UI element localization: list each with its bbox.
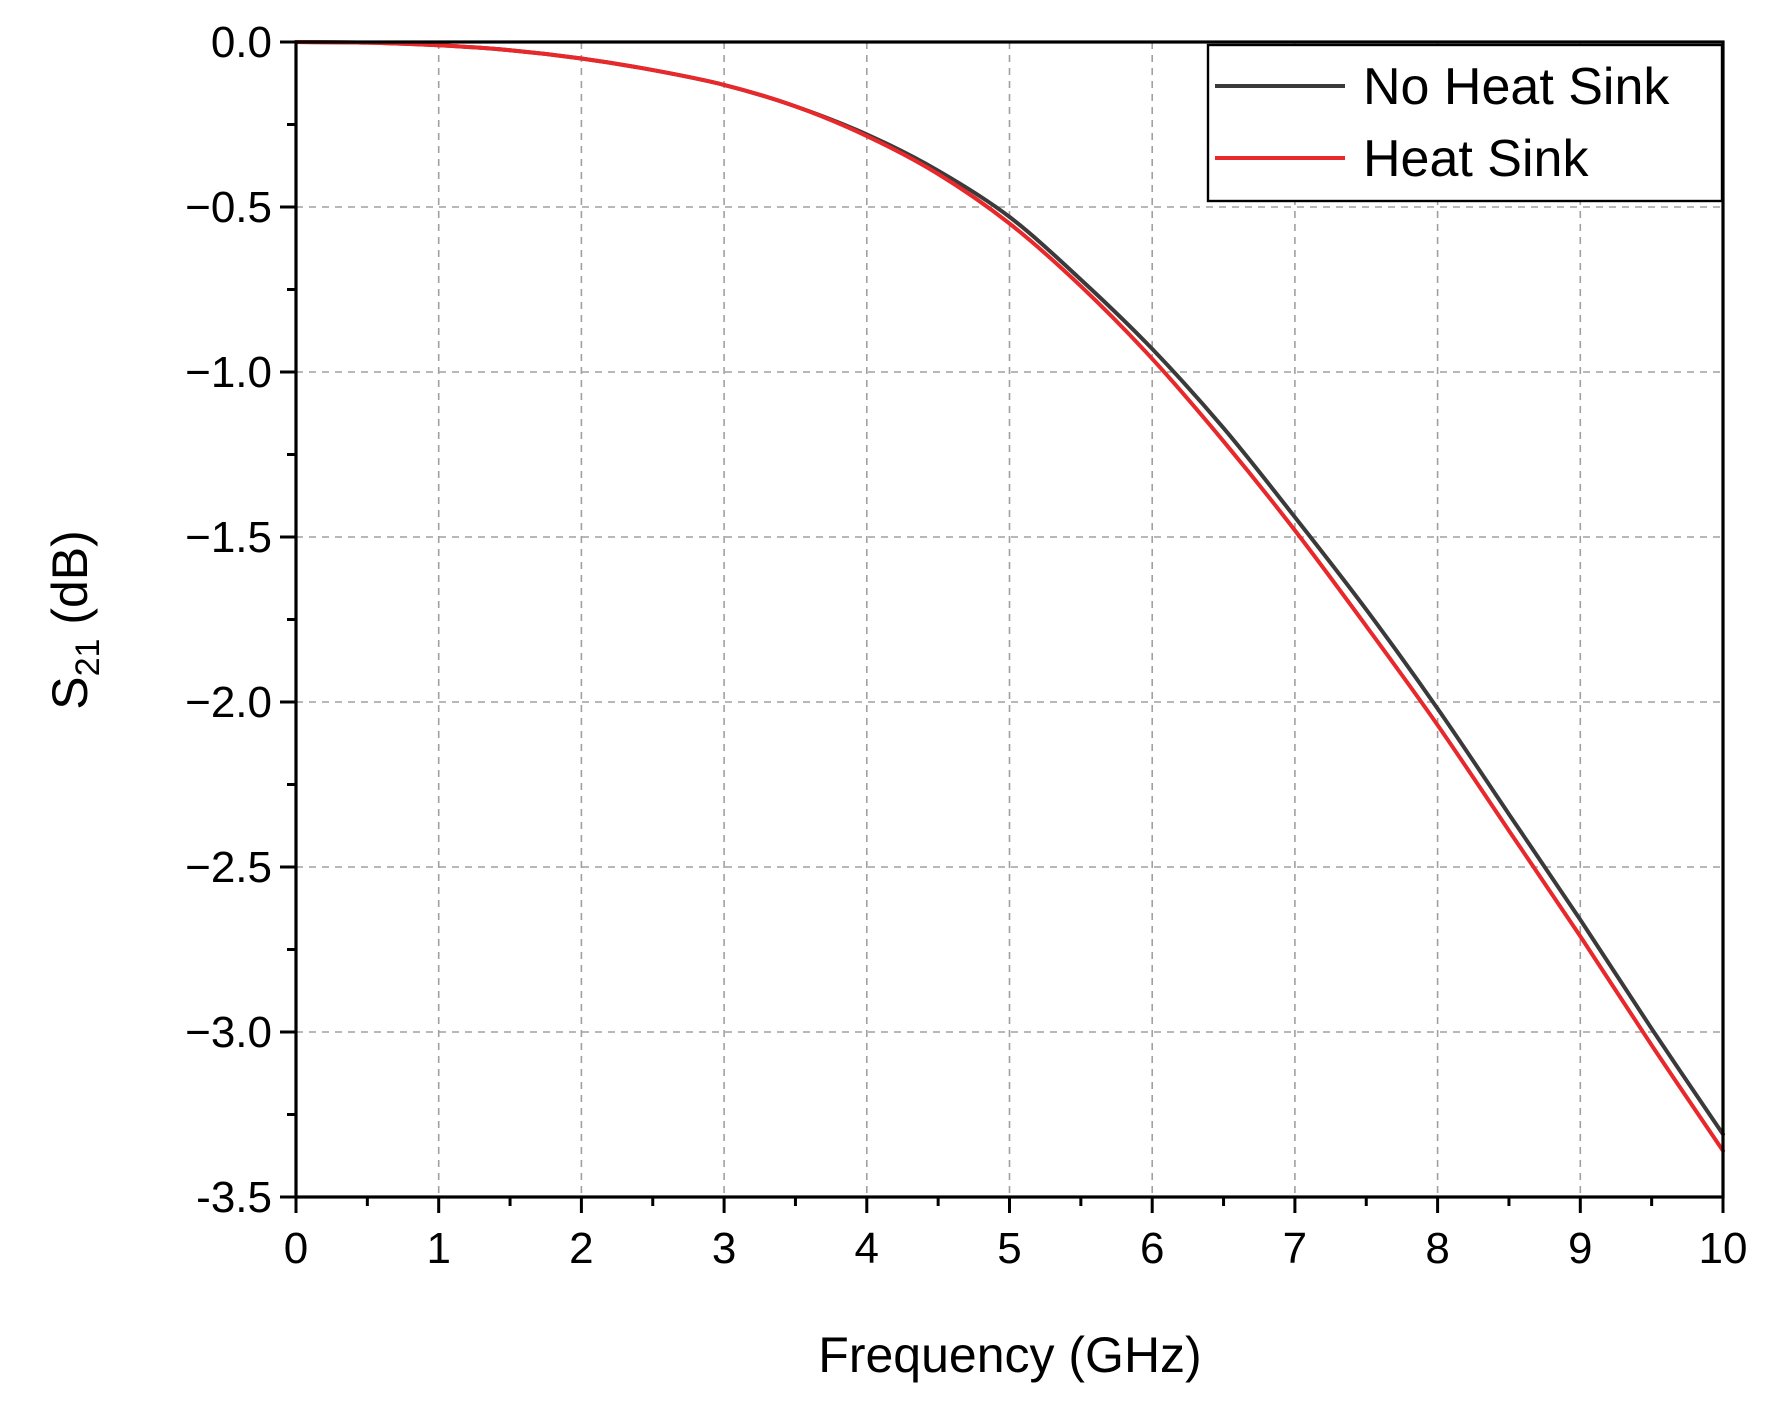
- x-tick-label: 3: [712, 1224, 736, 1273]
- y-tick-label: −1.0: [185, 348, 272, 397]
- x-tick-label: 7: [1283, 1224, 1307, 1273]
- series-line-heat-sink: [294, 40, 1725, 1153]
- x-tick-label: 4: [855, 1224, 879, 1273]
- legend: No Heat Sink Heat Sink: [1206, 43, 1724, 203]
- x-tick-label: 5: [997, 1224, 1021, 1273]
- y-tick-label: -3.5: [196, 1173, 272, 1222]
- x-tick-label: 2: [569, 1224, 593, 1273]
- legend-box: [1206, 43, 1724, 203]
- x-tick-label: 8: [1425, 1224, 1449, 1273]
- y-axis-title-unit: (dB): [42, 530, 98, 638]
- x-tick-label: 9: [1568, 1224, 1592, 1273]
- legend-label-heat-sink: Heat Sink: [1363, 130, 1589, 188]
- x-tick-label: 10: [1699, 1224, 1748, 1273]
- y-tick-label: −2.0: [185, 678, 272, 727]
- series-lines: [294, 40, 1725, 1153]
- y-tick-label: −3.0: [185, 1008, 272, 1057]
- y-tick-label: −1.5: [185, 513, 272, 562]
- x-tick-label: 6: [1140, 1224, 1164, 1273]
- grid-lines: [296, 42, 1723, 1197]
- y-axis-title-subscript: 21: [69, 639, 107, 677]
- legend-label-no-heat-sink: No Heat Sink: [1363, 58, 1670, 116]
- y-tick-labels: 0.0 −0.5 −1.0 −1.5 −2.0 −2.5 −3.0 -3.5: [185, 18, 272, 1222]
- y-tick-label: 0.0: [211, 18, 272, 67]
- y-tick-label: −2.5: [185, 843, 272, 892]
- y-axis-title-main: S: [42, 676, 98, 709]
- tick-marks: [280, 40, 1725, 1213]
- x-axis-title: Frequency (GHz): [818, 1327, 1201, 1383]
- y-axis-title: S21 (dB): [42, 530, 107, 710]
- x-tick-labels: 0 1 2 3 4 5 6 7 8 9 10: [284, 1224, 1748, 1273]
- y-tick-label: −0.5: [185, 183, 272, 232]
- x-tick-label: 1: [426, 1224, 450, 1273]
- x-tick-label: 0: [284, 1224, 308, 1273]
